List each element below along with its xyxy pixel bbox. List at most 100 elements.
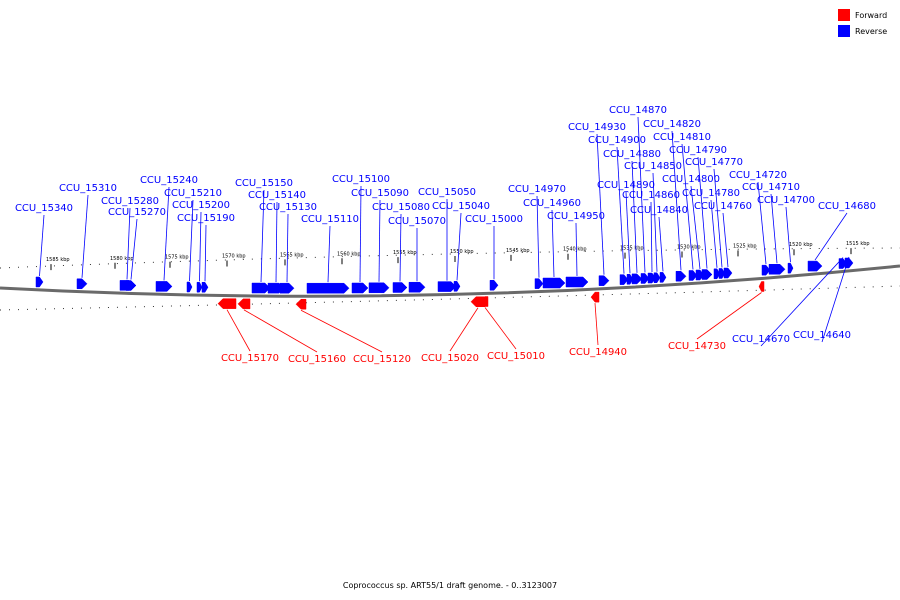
- gene-label[interactable]: CCU_14700: [757, 195, 815, 206]
- gene-arrow[interactable]: [598, 275, 610, 286]
- scale-label: 1555 kbp: [393, 250, 417, 256]
- gene-arrow[interactable]: [453, 281, 461, 292]
- gene-arrow[interactable]: [295, 298, 307, 310]
- gene-arrow[interactable]: [542, 277, 566, 289]
- gene-arrow[interactable]: [626, 274, 634, 285]
- gene-arrow[interactable]: [631, 273, 643, 285]
- gene-label[interactable]: CCU_14950: [547, 211, 605, 222]
- gene-arrow[interactable]: [392, 282, 408, 293]
- gene-label[interactable]: CCU_15040: [432, 201, 490, 212]
- gene-label[interactable]: CCU_15270: [108, 207, 166, 218]
- gene-arrow[interactable]: [653, 272, 661, 283]
- gene-arrow[interactable]: [237, 298, 251, 310]
- gene-label[interactable]: CCU_14780: [682, 188, 740, 199]
- gene-label[interactable]: CCU_15130: [259, 202, 317, 213]
- gene-arrow[interactable]: [408, 281, 426, 293]
- gene-label[interactable]: CCU_14840: [630, 205, 688, 216]
- gene-label[interactable]: CCU_15010: [487, 351, 545, 362]
- gene-arrow[interactable]: [701, 269, 713, 280]
- gene-arrow[interactable]: [251, 282, 271, 294]
- gene-label[interactable]: CCU_15150: [235, 178, 293, 189]
- gene-label[interactable]: CCU_14890: [597, 180, 655, 191]
- gene-label[interactable]: CCU_14670: [732, 334, 790, 345]
- gene-label[interactable]: CCU_15280: [101, 196, 159, 207]
- gene-label[interactable]: CCU_15050: [418, 187, 476, 198]
- gene-label[interactable]: CCU_14710: [742, 182, 800, 193]
- gene-label[interactable]: CCU_15200: [172, 200, 230, 211]
- gene-label[interactable]: CCU_15210: [164, 188, 222, 199]
- gene-label[interactable]: CCU_14800: [662, 174, 720, 185]
- gene-arrow[interactable]: [489, 280, 499, 291]
- gene-label[interactable]: CCU_14820: [643, 119, 701, 130]
- gene-label[interactable]: CCU_14860: [622, 190, 680, 201]
- gene-arrow[interactable]: [787, 262, 794, 274]
- gene-arrow[interactable]: [675, 270, 687, 282]
- gene-arrow[interactable]: [217, 298, 237, 309]
- gene-label[interactable]: CCU_14930: [568, 122, 626, 133]
- gene-arrow[interactable]: [470, 296, 486, 307]
- gene-arrow[interactable]: [351, 282, 369, 294]
- gene-label[interactable]: CCU_15340: [15, 203, 73, 214]
- gene-arrow[interactable]: [481, 296, 489, 307]
- scale-label: 1560 kbp: [337, 251, 361, 257]
- gene-label[interactable]: CCU_14720: [729, 170, 787, 181]
- gene-label[interactable]: CCU_14770: [685, 157, 743, 168]
- gene-arrow[interactable]: [306, 282, 350, 294]
- gene-label[interactable]: CCU_14810: [653, 132, 711, 143]
- gene-label[interactable]: CCU_15090: [351, 188, 409, 199]
- gene-leader-line: [378, 199, 381, 282]
- gene-label[interactable]: CCU_14640: [793, 330, 851, 341]
- gene-label[interactable]: CCU_14900: [588, 135, 646, 146]
- gene-arrow[interactable]: [35, 276, 44, 288]
- gene-leader-line: [637, 116, 646, 273]
- gene-label[interactable]: CCU_14870: [609, 105, 667, 116]
- gene-arrow[interactable]: [768, 264, 786, 275]
- gene-label[interactable]: CCU_14880: [603, 149, 661, 160]
- gene-arrow[interactable]: [619, 274, 629, 285]
- gene-arrow[interactable]: [807, 260, 823, 272]
- gene-label[interactable]: CCU_15080: [372, 202, 430, 213]
- gene-arrow[interactable]: [155, 281, 173, 292]
- gene-label[interactable]: CCU_14970: [508, 184, 566, 195]
- gene-label[interactable]: CCU_14730: [668, 341, 726, 352]
- gene-arrow[interactable]: [761, 264, 771, 276]
- gene-arrow[interactable]: [844, 257, 854, 269]
- gene-arrow[interactable]: [534, 278, 544, 289]
- gene-arrow[interactable]: [590, 291, 600, 303]
- gene-label[interactable]: CCU_15000: [465, 214, 523, 225]
- gene-arrow[interactable]: [437, 281, 457, 292]
- gene-arrow[interactable]: [196, 281, 203, 293]
- gene-label[interactable]: CCU_14680: [818, 201, 876, 212]
- gene-arrow[interactable]: [640, 273, 650, 284]
- gene-leader-line: [616, 146, 625, 274]
- gene-arrow[interactable]: [76, 278, 88, 290]
- gene-arrow[interactable]: [368, 282, 390, 294]
- gene-label[interactable]: CCU_15100: [332, 174, 390, 185]
- gene-label[interactable]: CCU_15170: [221, 353, 279, 364]
- gene-label[interactable]: CCU_15120: [353, 354, 411, 365]
- gene-label[interactable]: CCU_15070: [388, 216, 446, 227]
- gene-arrow[interactable]: [718, 268, 726, 279]
- gene-label[interactable]: CCU_14850: [624, 161, 682, 172]
- gene-arrow[interactable]: [279, 282, 295, 294]
- gene-label[interactable]: CCU_15240: [140, 175, 198, 186]
- gene-label[interactable]: CCU_14960: [523, 198, 581, 209]
- gene-label[interactable]: CCU_14760: [694, 201, 752, 212]
- gene-arrow[interactable]: [723, 267, 733, 279]
- gene-arrow[interactable]: [713, 268, 721, 280]
- gene-arrow[interactable]: [659, 272, 667, 283]
- gene-arrow[interactable]: [758, 281, 765, 292]
- gene-label[interactable]: CCU_14940: [569, 347, 627, 358]
- gene-label[interactable]: CCU_15140: [248, 190, 306, 201]
- gene-label[interactable]: CCU_14790: [669, 145, 727, 156]
- gene-arrow[interactable]: [688, 270, 698, 281]
- gene-arrow[interactable]: [201, 282, 209, 293]
- gene-arrow[interactable]: [186, 281, 193, 293]
- gene-label[interactable]: CCU_15020: [421, 353, 479, 364]
- gene-label[interactable]: CCU_15110: [301, 214, 359, 225]
- gene-arrow[interactable]: [565, 276, 589, 288]
- gene-arrow[interactable]: [125, 280, 137, 291]
- gene-label[interactable]: CCU_15160: [288, 354, 346, 365]
- gene-label[interactable]: CCU_15190: [177, 213, 235, 224]
- gene-label[interactable]: CCU_15310: [59, 183, 117, 194]
